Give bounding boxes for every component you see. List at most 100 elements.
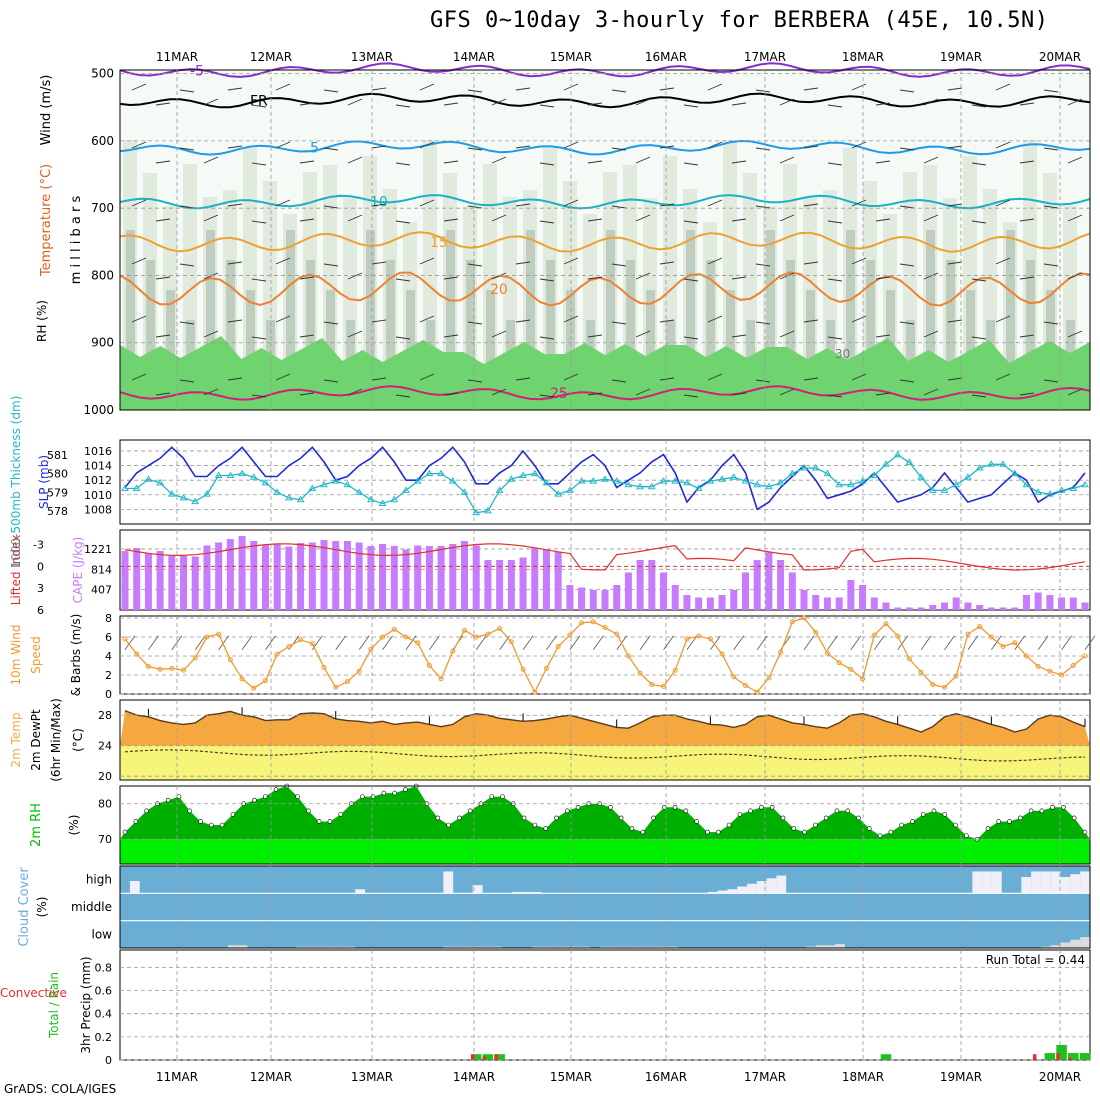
rh-marker [823,815,829,821]
cloud-high-bar [756,881,767,894]
wind-barb [227,203,243,207]
wind-barb [707,83,723,91]
wind-speed-marker [298,637,304,643]
credit-label: GrADS: COLA/IGES [4,1082,117,1096]
rh-shade-mid [946,260,955,410]
wind-barb [803,87,819,91]
surface-wind-barb [382,635,393,650]
cape-bar [741,572,749,610]
surface-wind-barb [405,635,417,650]
precip-tick-label: 0 [105,1054,112,1067]
wind-barb [563,141,579,149]
thickness-marker [320,480,328,488]
wind-barb [1019,102,1035,106]
wind-barb [203,330,219,338]
wind-barb [923,330,939,338]
rh-marker [446,822,451,828]
rh-marker [899,822,904,828]
wind-speed-marker [1023,653,1029,659]
wind-barb [467,205,483,209]
surface-wind-barb [475,635,487,650]
pressure-tick-label: 700 [91,201,114,215]
wind-barb [659,203,675,207]
rh-marker [521,815,527,821]
wind-barb [827,104,843,108]
precip-tick-label: 0.2 [95,1031,113,1044]
temperature-fill [120,710,1090,746]
cloud-high-bar [1050,871,1061,894]
wind-speed-marker [368,646,374,652]
wind-barb [275,83,291,91]
wind-barb [419,199,435,207]
wind-speed-marker [1047,668,1053,674]
cape-bar [578,587,586,610]
wind-speed-marker [930,682,936,687]
cape-bar [390,546,398,610]
cloud-low-bar [619,946,630,948]
thickness-marker [343,480,352,488]
wind-speed-marker [625,653,631,659]
wind-barb [467,263,483,267]
cloud-low-bar [541,946,552,948]
precip-total-bar [494,1054,505,1060]
temp-axis-label: (°C) [71,728,85,752]
li-axis-label: Lifted Index [9,535,23,606]
rh-shade-mid [386,260,395,410]
thickness-marker [683,478,691,486]
wind-barb [923,98,939,106]
cape-bar [870,597,878,610]
wind-barb [611,379,627,383]
surface-wind-barb [873,635,885,650]
cape-bar [976,605,984,610]
wind-speed-marker [309,641,315,647]
wind-barb [1019,276,1035,280]
wind-barb [971,336,987,340]
cloud-frame [119,865,1091,949]
thickness-marker [940,486,949,493]
wind-speed-marker [871,632,877,638]
thickness-marker [367,495,375,503]
cloud-low-bar [551,946,561,948]
wind-axis-label: Speed [29,636,43,674]
cape-bar [472,545,480,610]
cloud-low-bar [325,946,336,948]
cloud-low-bar [531,946,542,948]
cloud-low-bar [629,946,640,948]
rh-marker [165,797,171,803]
rh-marker [802,829,807,835]
wind-speed-marker [1012,640,1018,646]
wind-barb [851,83,867,91]
rh-shade-mid [926,230,935,410]
wind-speed-marker [602,625,608,630]
surface-wind-barb [429,635,440,650]
rh-marker [996,819,1002,824]
wind-barb [851,199,867,207]
wind-speed-marker [391,626,397,632]
rh-marker [715,829,721,835]
wind-barb [1043,263,1059,267]
wind-barb [731,276,747,280]
thickness-marker [741,477,750,484]
wind-barb [323,89,339,93]
cape-bar [660,572,668,610]
cloud-low-bar [316,946,326,948]
wind-barb [179,379,195,383]
cape-bar [320,540,328,610]
wind-barb [251,394,267,398]
wind-speed-marker [742,682,748,688]
cloud-low-bar [825,945,836,948]
wind-barb [347,388,363,396]
wind-speed-marker [380,634,386,640]
thickness-marker [132,484,141,491]
thickness-marker [273,488,282,495]
wind-barb [515,203,531,207]
cape-bar [624,572,632,610]
wind-barb [635,156,651,164]
temperature-contour [119,385,1091,401]
cape-bar [835,597,843,610]
wind-barb [395,336,411,340]
cape-bar [929,605,937,610]
wind-barb [395,220,411,224]
cape-bar [999,607,1007,610]
wind-speed-marker [883,621,889,627]
